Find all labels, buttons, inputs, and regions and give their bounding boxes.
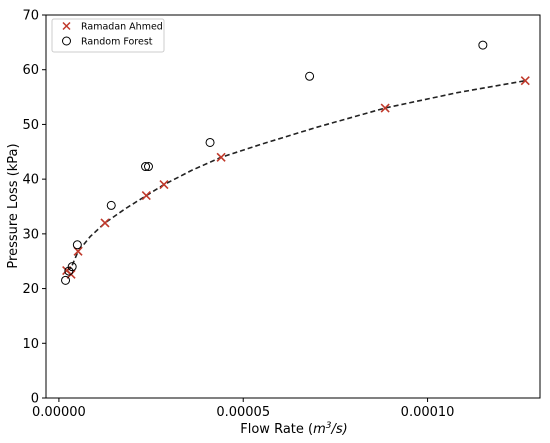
- y-tick-label-5: 50: [22, 118, 39, 133]
- legend-marker-random-forest: [62, 36, 71, 46]
- random-forest-point-9: [478, 40, 488, 50]
- x-axis-title: Flow Rate (m3/s): [240, 421, 347, 437]
- marker-layer: [61, 40, 530, 285]
- ramadan-ahmed-point-3: [100, 218, 110, 228]
- x-axis-title-exp: 3: [326, 421, 332, 431]
- y-tick-label-4: 40: [22, 173, 39, 188]
- ramadan-ahmed-point-5: [159, 180, 169, 190]
- legend: Ramadan Ahmed Random Forest: [51, 18, 165, 53]
- y-tick-label-7: 70: [22, 9, 39, 24]
- legend-box: [51, 18, 165, 53]
- legend-label-random-forest: Random Forest: [81, 37, 153, 48]
- random-forest-point-2: [67, 262, 77, 272]
- x-axis-title-main: Flow Rate (: [240, 422, 313, 437]
- ramadan-ahmed-point-4: [141, 190, 151, 201]
- y-tick-label-2: 20: [22, 282, 39, 297]
- y-tick-label-6: 60: [22, 63, 39, 78]
- y-axis: 0 10 20 30 40 50 60 70: [22, 9, 46, 407]
- random-forest-point-3: [72, 240, 82, 250]
- random-forest-point-7: [205, 137, 215, 147]
- plot-area: [46, 15, 540, 398]
- y-tick-label-3: 30: [22, 227, 39, 242]
- ramadan-ahmed-point-7: [380, 103, 390, 113]
- x-tick-label-1: 0.00005: [216, 405, 270, 420]
- random-forest-point-0: [61, 275, 71, 285]
- random-forest-point-8: [305, 71, 315, 81]
- legend-label-ramadan-ahmed: Ramadan Ahmed: [81, 22, 163, 33]
- x-axis-title-rest: /s): [331, 422, 348, 437]
- y-axis-title: Pressure Loss (kPa): [6, 143, 21, 268]
- legend-marker-ramadan-ahmed: [62, 21, 71, 31]
- x-tick-label-2: 0.00010: [401, 405, 455, 420]
- random-forest-point-4: [106, 200, 116, 210]
- x-tick-label-0: 0.00000: [32, 405, 86, 420]
- x-axis: 0.00000 0.00005 0.00010: [32, 398, 454, 420]
- ramadan-ahmed-point-8: [520, 76, 530, 86]
- y-tick-label-1: 10: [22, 337, 39, 352]
- ramadan-ahmed-point-6: [216, 152, 226, 162]
- x-axis-title-m: m: [313, 422, 326, 437]
- plot-frame: [45, 14, 541, 399]
- y-tick-label-0: 0: [31, 392, 39, 407]
- random-forest-point-6: [143, 162, 153, 172]
- random-forest-point-5: [141, 162, 151, 172]
